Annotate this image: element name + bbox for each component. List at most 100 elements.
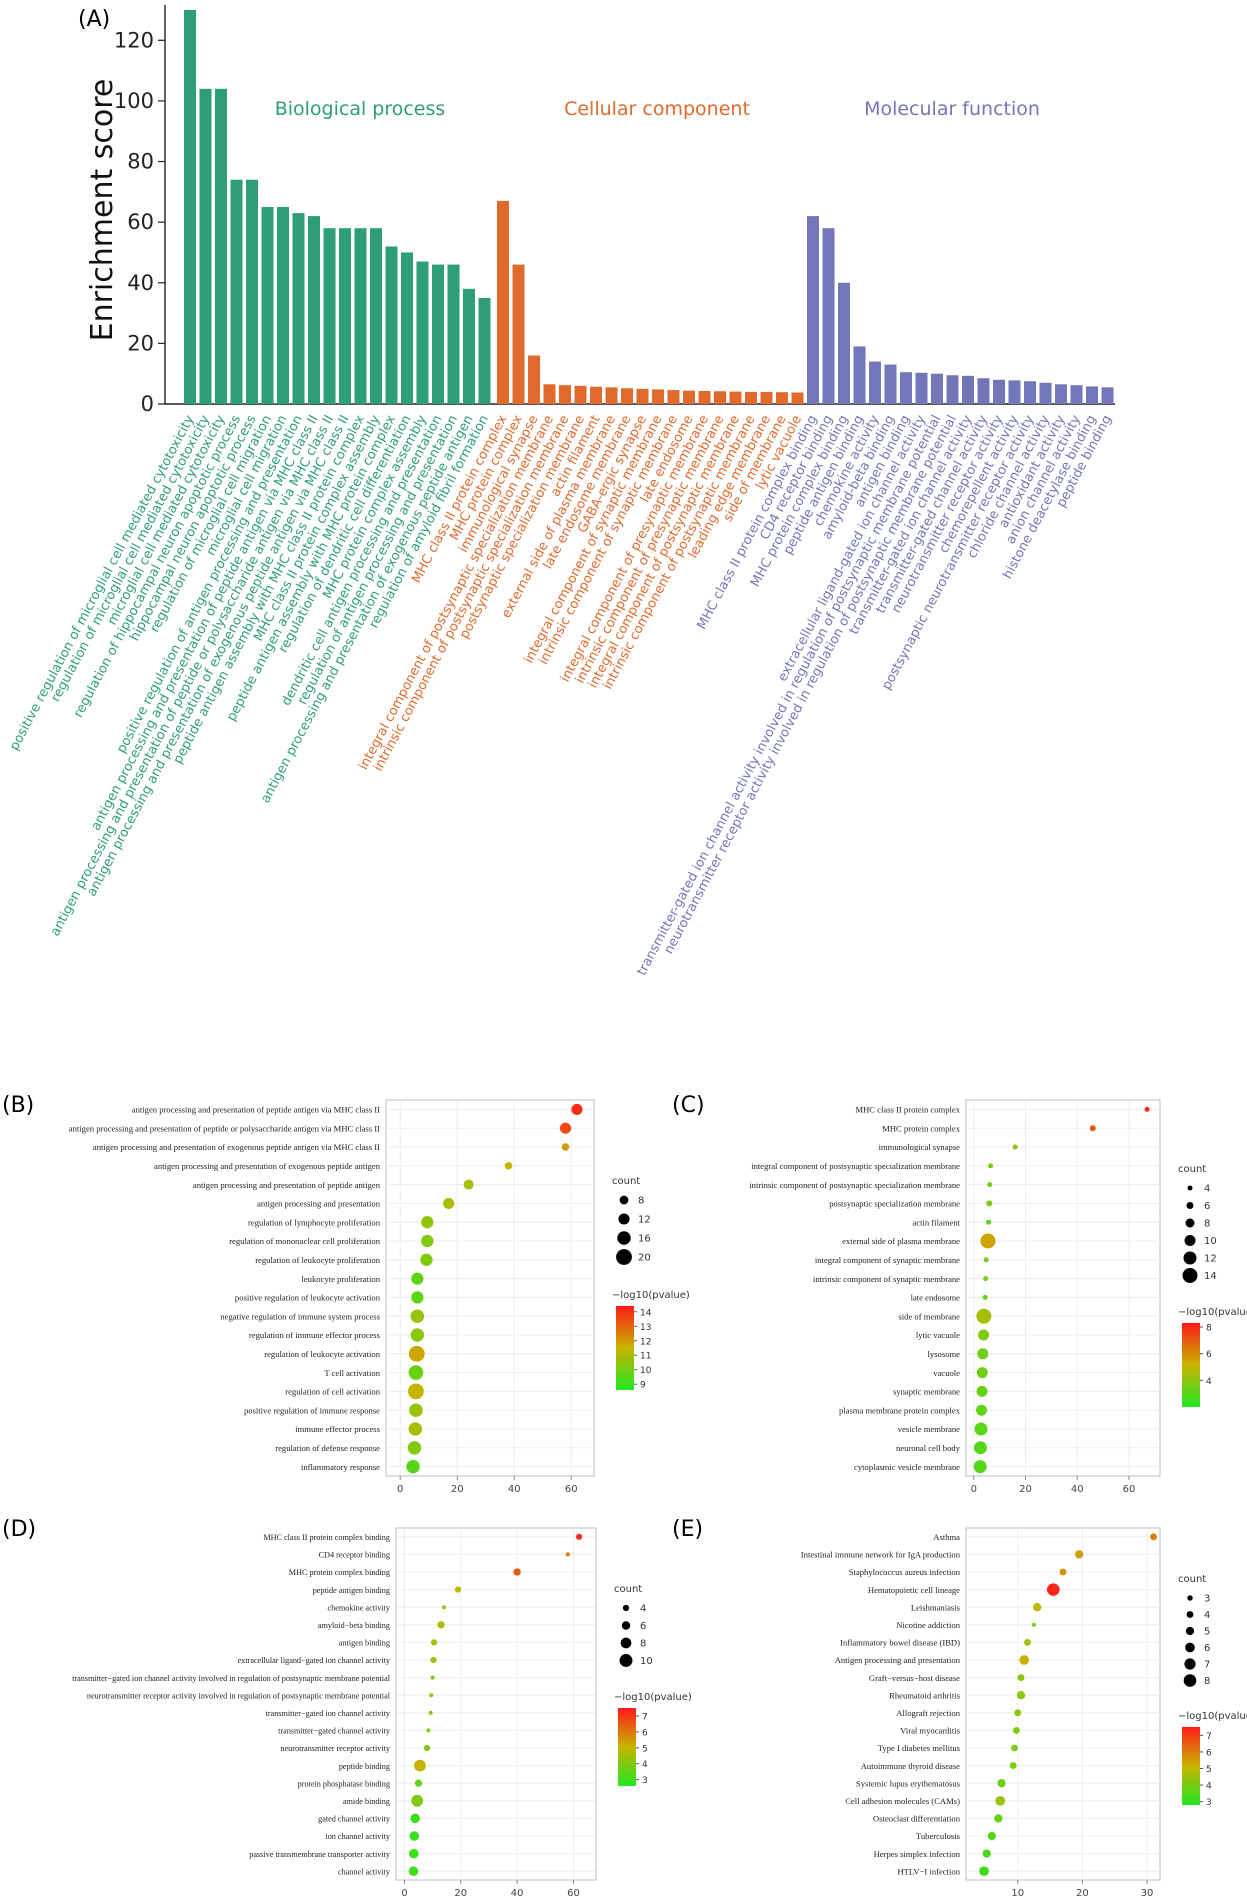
dot — [441, 1605, 446, 1610]
y-tick-label: 100 — [114, 89, 154, 113]
dot — [421, 1234, 434, 1248]
color-legend-label: 4 — [1206, 1377, 1212, 1387]
term-label: antigen processing and presentation of p… — [132, 1105, 380, 1115]
bar — [463, 288, 475, 404]
size-legend-label: 6 — [1204, 1201, 1210, 1212]
term-label: Inflammatory bowel disease (IBD) — [840, 1638, 960, 1648]
dot — [414, 1779, 423, 1787]
bar — [559, 385, 571, 404]
color-legend-label: 3 — [1206, 1798, 1212, 1808]
dot — [513, 1568, 521, 1576]
bar — [915, 372, 928, 404]
size-legend-title: count — [612, 1176, 640, 1187]
color-legend-title: −log10(pvalue) — [1178, 1711, 1247, 1722]
bar — [432, 264, 444, 404]
dot — [423, 1744, 431, 1752]
dot-plot-d: 0 20 40 60 MHC class II protein complex bind… — [72, 1527, 692, 1899]
color-legend-label: 11 — [640, 1352, 651, 1362]
term-label: antigen processing and presentation of e… — [154, 1161, 381, 1171]
x-tick-label: 0 — [397, 1484, 403, 1495]
dot — [571, 1103, 583, 1115]
x-tick-label: 40 — [511, 1888, 524, 1899]
term-label: side of membrane — [898, 1311, 960, 1321]
term-label: peptide antigen binding — [313, 1586, 390, 1595]
bar — [962, 375, 974, 404]
color-legend-bar — [1182, 1727, 1200, 1805]
dot — [410, 1328, 425, 1342]
bar — [590, 386, 602, 404]
bar — [277, 207, 289, 404]
color-legend-bar — [1182, 1323, 1200, 1407]
size-legend-dot — [621, 1621, 631, 1630]
dot — [430, 1656, 437, 1664]
size-legend-label: 6 — [1204, 1643, 1210, 1654]
dot — [463, 1179, 474, 1190]
dot — [976, 1385, 988, 1397]
size-legend-dot — [1184, 1658, 1196, 1670]
dot — [1011, 1744, 1018, 1752]
dot — [408, 1365, 424, 1380]
dot — [987, 1182, 993, 1188]
term-label: gated channel activity — [318, 1815, 391, 1824]
term-label: Nicotine addiction — [896, 1620, 960, 1630]
bar — [292, 213, 305, 404]
bar — [807, 216, 819, 404]
term-label: Cell adhesion molecules (CAMs) — [845, 1796, 960, 1806]
size-legend-title: count — [1178, 1574, 1206, 1585]
bar — [323, 228, 336, 404]
term-label: antigen binding — [339, 1639, 390, 1648]
x-tick-label: 20 — [1076, 1888, 1089, 1899]
term-label: vacuole — [933, 1368, 960, 1378]
color-legend-label: 5 — [642, 1744, 648, 1754]
x-tick-label: 40 — [1071, 1484, 1084, 1495]
bar — [791, 392, 804, 404]
bar — [605, 387, 618, 404]
term-label: Allograft rejection — [896, 1708, 960, 1718]
bar — [621, 388, 633, 404]
color-legend-label: 5 — [1206, 1765, 1212, 1775]
bar — [1086, 386, 1098, 404]
x-tick-label: 0 — [971, 1484, 977, 1495]
term-label: late endosome — [911, 1293, 961, 1303]
dot — [430, 1639, 438, 1646]
dot — [1012, 1144, 1018, 1150]
bar — [199, 88, 212, 405]
term-label: synaptic membrane — [893, 1387, 960, 1397]
bar — [246, 179, 258, 404]
dot — [1009, 1762, 1017, 1770]
term-label: inflammatory response — [301, 1462, 380, 1472]
group-label: Molecular function — [864, 98, 1040, 120]
term-label: immune effector process — [295, 1424, 380, 1434]
dot — [443, 1197, 455, 1209]
size-legend-label: 6 — [640, 1621, 646, 1632]
size-legend-dot — [1187, 1185, 1193, 1191]
term-label: regulation of mononuclear cell prolifera… — [229, 1236, 381, 1246]
y-tick-label: 20 — [127, 331, 154, 355]
size-legend-dot — [1185, 1642, 1195, 1653]
term-label: Asthma — [933, 1532, 960, 1542]
term-label: lysosome — [928, 1349, 961, 1359]
size-legend-dot — [1183, 1251, 1197, 1265]
dot — [408, 1422, 423, 1436]
size-legend-title: count — [614, 1584, 642, 1595]
term-label: regulation of immune effector process — [249, 1330, 381, 1340]
dot — [408, 1866, 419, 1876]
term-label: Antigen processing and presentation — [835, 1655, 961, 1665]
term-label: amide binding — [343, 1797, 390, 1806]
term-label: plasma membrane protein complex — [839, 1405, 961, 1415]
size-legend-label: 12 — [1204, 1254, 1217, 1265]
dot — [429, 1693, 434, 1698]
bar — [946, 375, 959, 404]
bar — [1024, 381, 1036, 404]
size-legend-dot — [617, 1231, 631, 1245]
dot — [994, 1814, 1003, 1823]
dot — [982, 1849, 991, 1858]
dot — [1019, 1655, 1030, 1665]
term-label: T cell activation — [324, 1368, 380, 1378]
bar — [838, 282, 850, 404]
bar — [822, 228, 835, 404]
color-legend-label: 12 — [640, 1337, 651, 1347]
size-legend-dot — [622, 1604, 630, 1612]
term-label: ion channel activity — [325, 1832, 390, 1841]
